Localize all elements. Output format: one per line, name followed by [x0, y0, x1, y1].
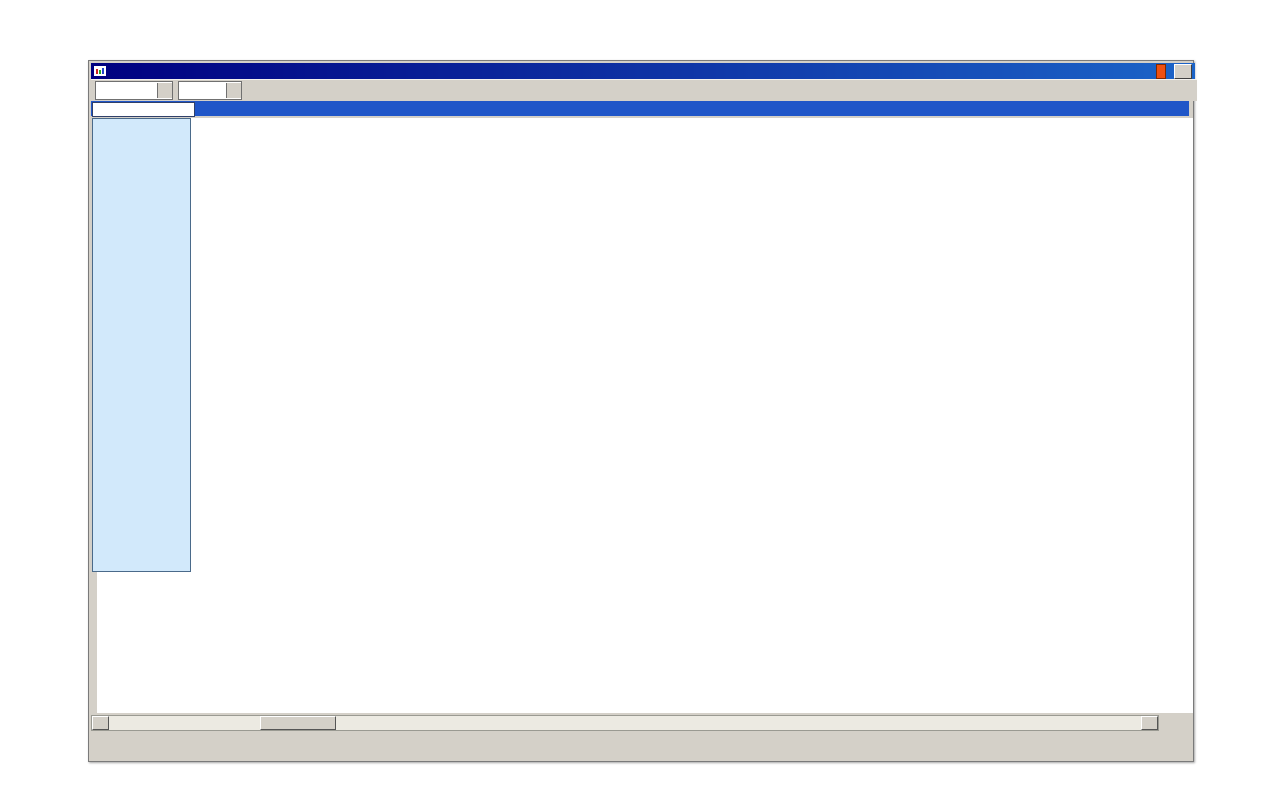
scroll-left-button[interactable] — [92, 716, 109, 730]
interval-dropdown[interactable] — [178, 81, 242, 100]
toolbar — [91, 79, 1197, 101]
close-button[interactable] — [1174, 63, 1192, 79]
scrollbar-thumb[interactable] — [260, 716, 336, 730]
symbol-bar — [91, 101, 1189, 117]
app-icon — [94, 66, 106, 76]
chart-type-dropdown[interactable] — [95, 81, 173, 100]
scroll-right-button[interactable] — [1141, 716, 1158, 730]
chart-canvas[interactable] — [97, 118, 1193, 713]
link-button[interactable] — [1156, 63, 1166, 79]
chevron-down-icon — [157, 83, 172, 98]
time-axis — [97, 732, 1193, 745]
chart-area — [97, 118, 1193, 713]
chevron-down-icon — [226, 83, 241, 98]
symbol-code-input[interactable] — [92, 102, 195, 117]
horizontal-scrollbar[interactable] — [91, 715, 1159, 731]
chart-window — [88, 60, 1197, 762]
quote-info-panel — [92, 118, 191, 572]
titlebar[interactable] — [91, 63, 1195, 79]
